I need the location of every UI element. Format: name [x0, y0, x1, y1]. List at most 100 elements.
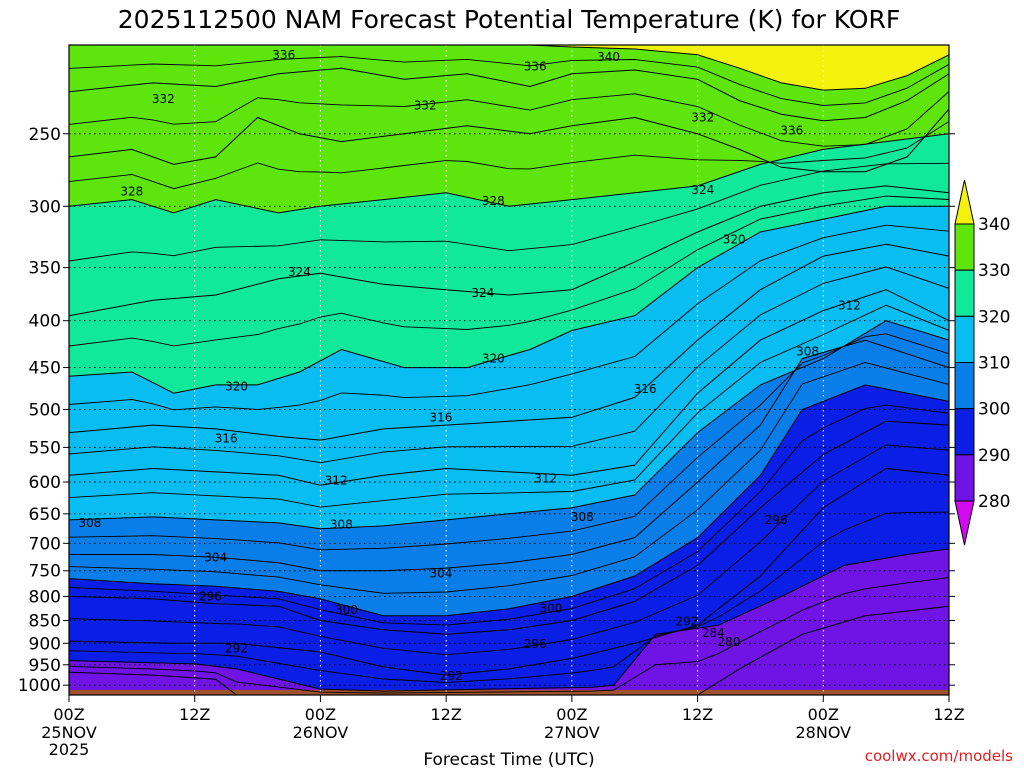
isentrope-298 — [69, 404, 949, 626]
x-tick-date: 27NOV — [544, 723, 600, 742]
isentrope-332 — [69, 108, 949, 173]
contour-label: 324 — [288, 265, 311, 279]
colorbar-swatch — [954, 269, 975, 317]
colorbar-label: 310 — [978, 354, 1010, 374]
x-tick-label: 12Z — [430, 705, 461, 724]
isentrope-306 — [69, 333, 949, 551]
chart-title: 2025112500 NAM Forecast Potential Temper… — [118, 5, 900, 34]
contour-label: 280 — [718, 635, 741, 649]
y-tick-label: 750 — [29, 562, 61, 582]
contour-label: 320 — [482, 352, 505, 366]
colorbar-swatch — [954, 362, 975, 410]
y-tick-label: 250 — [29, 125, 61, 145]
credit-text: coolwx.com/models — [865, 747, 1013, 765]
contour-label: 308 — [796, 344, 819, 358]
y-tick-label: 300 — [29, 197, 61, 217]
contour-label: 324 — [691, 183, 714, 197]
x-axis-label: Forecast Time (UTC) — [423, 750, 594, 768]
x-tick-label: 12Z — [933, 705, 964, 724]
isentrope-300 — [69, 384, 949, 617]
colorbar-label: 280 — [978, 492, 1010, 512]
contour-label: 304 — [429, 566, 452, 580]
contour-label: 332 — [152, 92, 175, 106]
band-288 — [69, 548, 949, 695]
x-tick-label: 12Z — [682, 705, 713, 724]
y-tick-label: 350 — [29, 259, 61, 279]
y-tick-label: 700 — [29, 534, 61, 554]
contour-label: 328 — [482, 194, 505, 208]
contour-label: 312 — [838, 299, 861, 313]
isentrope-302 — [69, 362, 949, 594]
x-tick-date: 26NOV — [293, 723, 349, 742]
y-tick-label: 500 — [29, 400, 61, 420]
contour-label: 312 — [325, 474, 348, 488]
isentrope-324 — [69, 185, 949, 317]
y-tick-label: 850 — [29, 612, 61, 632]
y-axis: 2503003504004505005506006507007508008509… — [18, 125, 955, 696]
colorbar-swatch — [954, 500, 975, 546]
x-tick-date: 28NOV — [795, 723, 851, 742]
contour-label: 284 — [702, 626, 725, 640]
isentrope-340 — [69, 45, 949, 91]
isentrope-336 — [69, 67, 949, 122]
x-tick-label: 00Z — [808, 705, 839, 724]
isentrope-334 — [69, 91, 949, 147]
contour-label: 296 — [524, 637, 547, 651]
y-tick-label: 450 — [29, 359, 61, 379]
y-tick-label: 550 — [29, 438, 61, 458]
contour-label: 308 — [78, 516, 101, 530]
isentrope-314 — [69, 266, 949, 464]
colorbar-label: 300 — [978, 400, 1010, 420]
contour-label: 340 — [597, 50, 620, 64]
isentrope-318 — [69, 224, 949, 411]
contour-label: 304 — [204, 550, 227, 564]
isentrope-304 — [69, 339, 949, 572]
contour-label: 308 — [571, 510, 594, 524]
contour-label: 320 — [723, 232, 746, 246]
isentrope-338 — [69, 56, 949, 106]
contour-label: 324 — [471, 286, 494, 300]
y-tick-label: 400 — [29, 312, 61, 332]
contour-label: 292 — [225, 642, 248, 656]
contour-label: 292 — [440, 669, 463, 683]
colorbar-swatch — [954, 454, 975, 502]
isentrope-294 — [69, 444, 949, 656]
contour-label: 336 — [524, 59, 547, 73]
isentrope-288 — [69, 548, 949, 692]
contour-label: 296 — [199, 589, 222, 603]
contour-label: 320 — [225, 380, 248, 394]
isentrope-326 — [69, 162, 949, 262]
isentrope-286 — [69, 577, 949, 694]
x-tick-label: 12Z — [179, 705, 210, 724]
isentrope-320 — [69, 205, 949, 394]
contour-label: 336 — [780, 124, 803, 138]
colorbar: 340 330 320 310 300 290 280 — [954, 179, 1010, 546]
y-tick-label: 950 — [29, 656, 61, 676]
colorbar-swatch — [954, 179, 975, 225]
isentrope-322 — [69, 195, 949, 347]
contour-label: 292 — [676, 614, 699, 628]
ground-surface — [69, 689, 949, 695]
contour-label: 328 — [120, 184, 143, 198]
contour-label: 296 — [765, 513, 788, 527]
contour-label: 316 — [634, 382, 657, 396]
plot-frame — [68, 44, 950, 696]
contour-label: 300 — [539, 602, 562, 616]
contour-label: 316 — [429, 410, 452, 424]
contour-label: 312 — [534, 472, 557, 486]
isentrope-310 — [69, 304, 949, 508]
y-tick-label: 600 — [29, 473, 61, 493]
y-tick-label: 900 — [29, 634, 61, 654]
colorbar-label: 290 — [978, 446, 1010, 466]
isentrope-328 — [69, 133, 949, 214]
contour-label: 332 — [414, 99, 437, 113]
colorbar-label: 340 — [978, 215, 1010, 235]
isentrope-330 — [69, 121, 949, 190]
colorbar-swatch — [954, 315, 975, 364]
isentrope-284 — [69, 605, 949, 695]
x-tick-label: 00Z — [556, 705, 587, 724]
y-tick-label: 1000 — [18, 676, 61, 696]
x-tick-year: 2025 — [49, 740, 90, 759]
contour-label: 336 — [272, 48, 295, 62]
